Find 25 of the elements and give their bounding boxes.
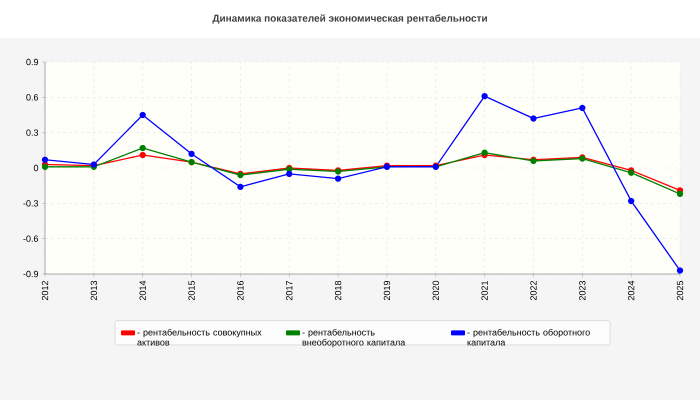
x-tick-label: 2024 — [628, 280, 634, 300]
x-tick-label: 2019 — [384, 280, 390, 300]
legend-label: - рентабельность совокупных активов — [137, 328, 262, 346]
chart-title: Динамика показателей экономическая рентабельности — [212, 14, 487, 24]
x-tick-label: 2025 — [676, 280, 684, 300]
x-tick-label: 2012 — [42, 280, 48, 300]
y-tick-label: 0 — [34, 164, 38, 172]
x-tick-label: 2015 — [188, 280, 195, 300]
x-tick-label: 2013 — [90, 280, 98, 300]
y-tick-label: -0.3 — [23, 200, 38, 207]
y-tick-label: 0.3 — [26, 129, 38, 136]
y-tick-label: 0.6 — [26, 94, 38, 101]
legend-label: - рентабельность оборотного капитала — [467, 328, 590, 346]
x-tick-label: 2016 — [237, 280, 244, 300]
y-tick-label: -0.6 — [23, 235, 38, 242]
x-tick-label: 2017 — [286, 280, 292, 300]
y-tick-label: 0.9 — [26, 58, 38, 66]
legend-label: - рентабельность внеоборотного капитала — [302, 328, 406, 348]
x-tick-label: 2014 — [140, 280, 146, 300]
x-tick-label: 2022 — [530, 280, 537, 300]
x-tick-label: 2020 — [432, 280, 439, 300]
x-tick-label: 2018 — [334, 280, 342, 300]
x-tick-label: 2021 — [481, 280, 488, 300]
x-tick-label: 2023 — [579, 280, 586, 300]
y-tick-label: -0.9 — [23, 270, 38, 278]
